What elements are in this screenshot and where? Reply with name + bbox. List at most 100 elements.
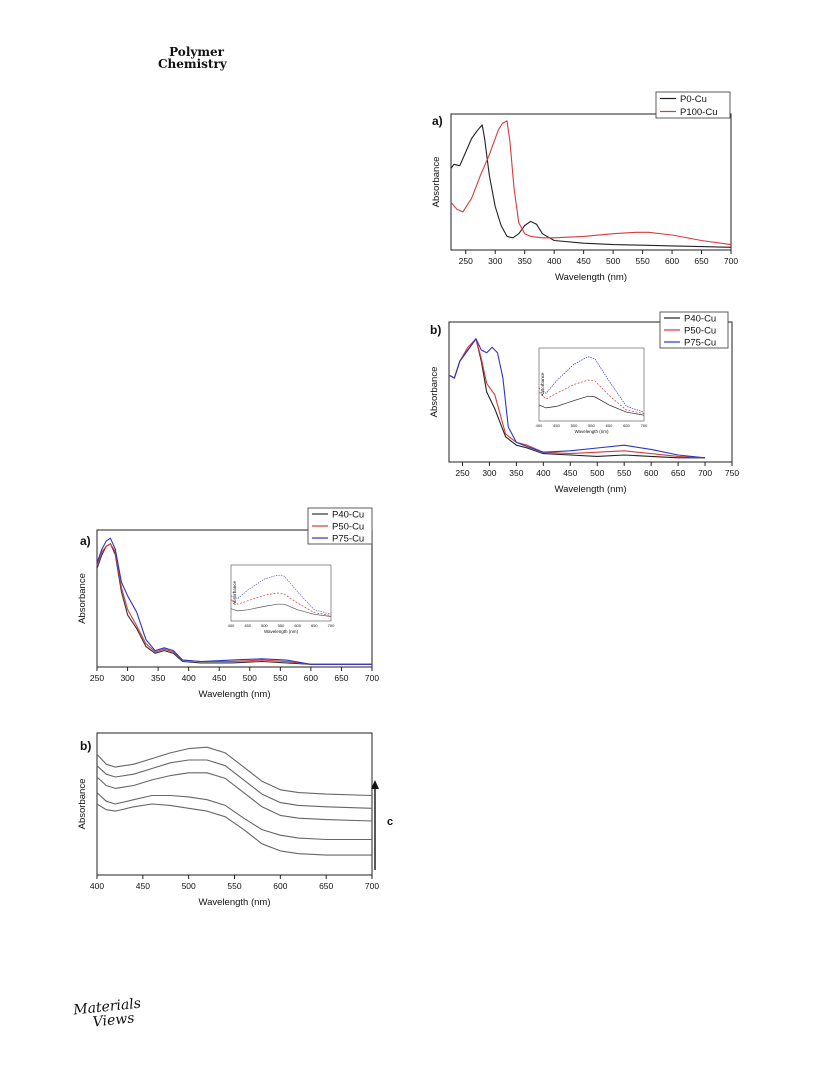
y-axis-label: Absorbance — [431, 157, 442, 208]
inset-series-line-p40-cu — [538, 395, 645, 416]
x-tick-label: 500 — [590, 468, 604, 478]
x-tick-label: 450 — [212, 673, 226, 683]
x-tick-label: 350 — [509, 468, 523, 478]
inset-x-tick-label: 450 — [553, 423, 560, 428]
panel-label: a) — [432, 114, 443, 128]
plot-frame — [448, 321, 733, 463]
journal-title: Polymer Chemistry — [158, 45, 227, 71]
x-tick-label: 700 — [698, 468, 712, 478]
x-tick-label: 600 — [665, 256, 679, 266]
arrow-head — [371, 780, 379, 789]
inset-x-axis-label: Wavelength (nm) — [264, 629, 299, 634]
x-tick-label: 650 — [671, 468, 685, 478]
x-axis-label: Wavelength (nm) — [199, 897, 271, 908]
x-tick-label: 450 — [136, 881, 150, 891]
inset-x-tick-label: 500 — [261, 623, 268, 628]
inset-series-line-p50-cu — [230, 592, 332, 616]
x-tick-label: 450 — [577, 256, 591, 266]
inset-x-tick-label: 700 — [641, 423, 648, 428]
x-tick-label: 650 — [319, 881, 333, 891]
inset-y-axis-label: Absorbance — [540, 372, 545, 397]
x-tick-label: 550 — [273, 673, 287, 683]
x-tick-label: 750 — [725, 468, 739, 478]
inset-x-tick-label: 600 — [294, 623, 301, 628]
panel-label: b) — [80, 739, 91, 753]
journal-title-line1: Polymer — [169, 45, 224, 59]
series-line-2 — [96, 759, 373, 809]
x-tick-label: 650 — [694, 256, 708, 266]
x-tick-label: 300 — [482, 468, 496, 478]
x-tick-label: 500 — [182, 881, 196, 891]
legend-label: P75-Cu — [332, 534, 364, 545]
inset-x-tick-label: 600 — [606, 423, 613, 428]
journal-title-line2: Chemistry — [158, 57, 227, 71]
inset-x-tick-label: 650 — [311, 623, 318, 628]
x-tick-label: 550 — [635, 256, 649, 266]
plot-frame — [450, 113, 732, 251]
x-tick-label: 700 — [365, 881, 379, 891]
inset-x-tick-label: 450 — [244, 623, 251, 628]
inset-x-tick-label: 700 — [328, 623, 335, 628]
x-tick-label: 300 — [488, 256, 502, 266]
inset-x-tick-label: 650 — [623, 423, 630, 428]
inset-series-line-p75-cu — [538, 356, 645, 413]
series-line-4 — [96, 792, 372, 841]
arrow-label: c — [387, 816, 393, 828]
y-axis-label: Absorbance — [429, 367, 440, 418]
series-line-p100-cu — [450, 120, 732, 246]
x-tick-label: 500 — [606, 256, 620, 266]
series-line-3 — [96, 772, 373, 822]
legend-label: P50-Cu — [332, 522, 364, 533]
inset-y-axis-label: Absorbance — [232, 581, 237, 606]
inset-x-tick-label: 400 — [536, 423, 543, 428]
x-tick-label: 400 — [90, 881, 104, 891]
legend-label: P0-Cu — [680, 94, 707, 105]
series-line-p50-cu — [448, 338, 706, 459]
x-tick-label: 650 — [334, 673, 348, 683]
x-tick-label: 250 — [455, 468, 469, 478]
inset-x-tick-label: 400 — [228, 623, 235, 628]
series-line-p75-cu — [448, 338, 706, 459]
legend-label: P40-Cu — [684, 314, 716, 325]
x-tick-label: 250 — [459, 256, 473, 266]
y-axis-label: Absorbance — [77, 573, 88, 624]
x-tick-label: 600 — [644, 468, 658, 478]
inset-series-line-p75-cu — [230, 574, 332, 615]
series-line-p0-cu — [450, 124, 732, 248]
inset-x-tick-label: 550 — [588, 423, 595, 428]
x-tick-label: 250 — [90, 673, 104, 683]
series-line-p75-cu — [96, 537, 372, 665]
x-axis-label: Wavelength (nm) — [555, 484, 627, 495]
plot-frame — [96, 529, 373, 668]
x-tick-label: 700 — [365, 673, 379, 683]
panel-label: b) — [430, 323, 441, 337]
x-axis-label: Wavelength (nm) — [199, 689, 271, 700]
legend-label: P75-Cu — [684, 338, 716, 349]
legend-label: P50-Cu — [684, 326, 716, 337]
series-line-p50-cu — [96, 543, 372, 665]
x-tick-label: 400 — [182, 673, 196, 683]
series-line-5 — [96, 803, 372, 856]
legend-box — [655, 91, 731, 119]
x-tick-label: 400 — [536, 468, 550, 478]
x-tick-label: 450 — [563, 468, 577, 478]
y-axis-label: Absorbance — [77, 779, 88, 830]
x-tick-label: 350 — [518, 256, 532, 266]
inset-x-tick-label: 500 — [571, 423, 578, 428]
plot-frame — [96, 732, 373, 876]
x-tick-label: 700 — [724, 256, 738, 266]
x-tick-label: 550 — [617, 468, 631, 478]
inset-series-line-p40-cu — [230, 603, 332, 617]
inset-x-tick-label: 550 — [278, 623, 285, 628]
x-tick-label: 400 — [547, 256, 561, 266]
x-tick-label: 350 — [151, 673, 165, 683]
legend-label: P100-Cu — [680, 107, 718, 118]
x-tick-label: 500 — [243, 673, 257, 683]
series-line-1 — [96, 746, 373, 797]
materials-views-logo: Materials Views — [73, 996, 143, 1032]
x-tick-label: 300 — [120, 673, 134, 683]
